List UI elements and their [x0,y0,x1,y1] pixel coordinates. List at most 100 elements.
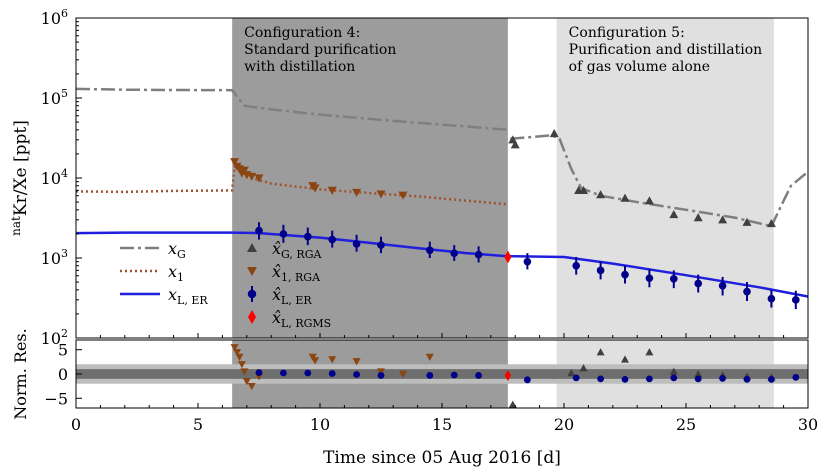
data-point-x_hat_G_RGA [669,209,679,219]
residual-point-res_G_RGA [596,348,605,356]
data-point-x_hat_1_RGA [310,184,320,193]
y-tick-label: −5 [44,389,68,408]
residual-point-res_L_ER [743,375,751,383]
y-tick-label: 104 [41,167,68,188]
legend-swatch-x_hat_G_RGA [247,243,257,252]
data-point-x_hat_1_RGA [327,186,337,195]
residual-point-res_1_RGA [235,353,244,361]
legend-swatch-x_hat_L_RGMS [248,310,256,324]
legend-label-x_G: xG [168,239,186,261]
x-tick-label: 10 [310,415,330,434]
legend-label-x_hat_L_RGMS: x̂L, RGMS [272,308,331,330]
y-tick-label: 0 [58,365,68,384]
data-point-x_hat_L_ER [767,294,776,303]
data-point-x_hat_L_ER [523,257,532,266]
residual-band [76,369,808,379]
region-label: of gas volume alone [569,59,710,75]
series-line-x_1 [76,165,509,206]
y-tick-label: 102 [41,327,68,348]
data-point-x_hat_L_ER [743,287,751,296]
legend-label-x_hat_G_RGA: x̂G, RGA [272,239,322,261]
data-point-x_hat_G_RGA [579,185,589,194]
data-point-x_hat_L_ER [279,230,288,238]
data-point-x_hat_L_ER [450,249,459,257]
data-point-x_hat_G_RGA [693,213,703,222]
series-line-x_G_c [770,170,808,227]
residual-point-res_L_ER [597,375,604,383]
region-label: Configuration 4: [244,25,360,41]
data-point-x_hat_L_ER [474,250,483,259]
data-point-x_hat_L_ER [572,261,581,270]
data-point-x_hat_L_ER [718,281,727,290]
bottom-plot-area [76,340,808,408]
residual-point-res_1_RGA [398,370,407,378]
residual-point-res_L_ER [328,370,336,377]
data-point-x_hat_1_RGA [239,166,249,175]
x-tick-label: 30 [798,415,818,434]
x-axis-label: Time since 05 Aug 2016 [d] [323,448,561,468]
data-point-x_hat_L_RGMS [504,250,512,264]
residual-point-res_1_RGA [328,356,337,364]
x-tick-label: 20 [554,415,574,434]
data-point-x_hat_G_RGA [510,140,520,149]
data-point-x_hat_G_RGA [620,193,630,202]
top-plot-area [76,18,808,338]
residual-point-res_L_ER [719,374,726,382]
data-point-x_hat_G_RGA [766,218,776,228]
series-line-x_L_ER [76,231,808,298]
residual-point-res_L_ER [426,372,434,379]
legend-label-x_hat_1_RGA: x̂1, RGA [272,262,321,284]
y-tick-label: 103 [41,247,68,268]
x-tick-label: 5 [193,415,203,434]
residual-point-res_1_RGA [425,353,434,361]
x-tick-label: 0 [71,415,81,434]
residual-point-res_L_ER [475,372,482,379]
data-point-x_hat_L_ER [694,279,703,288]
data-point-x_hat_G_RGA [644,196,654,205]
residual-point-res_L_ER [694,375,702,383]
residual-point-res_1_RGA [247,382,256,391]
y-axis-label-top: natKr/Xe [ppt] [9,120,31,236]
residual-point-res_G_RGA [621,355,629,363]
residual-point-res_L_ER [646,375,653,383]
x-tick-label: 15 [432,415,452,434]
y-axis-label-bottom: Norm. Res. [11,328,30,419]
residual-point-res_L_ER [792,374,800,381]
y-tick-label: 5 [58,341,68,360]
legend-label-x_1: x1 [168,262,184,284]
y-tick-label: 106 [41,7,68,28]
residual-point-res_1_RGA [233,348,242,357]
data-point-x_hat_1_RGA [254,174,264,183]
config-region [232,18,508,338]
residual-point-res_L_RGMS [504,369,512,382]
data-point-x_hat_L_ER [303,232,312,241]
data-point-x_hat_L_ER [377,241,385,249]
residual-point-res_L_ER [768,375,775,383]
data-point-x_hat_1_RGA [376,190,386,199]
data-point-x_hat_G_RGA [718,215,728,224]
residual-point-res_G_RGA [567,369,576,377]
region-label: Configuration 5: [569,25,685,41]
data-point-x_hat_L_ER [621,270,629,279]
data-point-x_hat_L_ER [791,296,800,304]
region-label: with distillation [244,59,355,75]
data-point-x_hat_L_ER [255,226,263,235]
region-label: Purification and distillation [569,42,762,58]
residual-point-res_L_ER [572,374,580,382]
data-point-x_hat_1_RGA [352,188,362,197]
residual-point-res_1_RGA [352,358,361,366]
data-point-x_hat_1_RGA [247,172,257,181]
residual-point-res_L_ER [524,376,531,384]
residual-point-res_1_RGA [311,357,320,365]
residual-point-res_1_RGA [230,344,239,352]
x-tick-label: 25 [676,415,696,434]
data-point-x_hat_1_RGA [230,158,240,167]
legend-label-x_hat_L_ER: x̂L, ER [272,285,312,307]
residual-point-res_L_ER [621,375,629,383]
data-point-x_hat_L_ER [669,274,678,283]
data-point-x_hat_L_ER [425,246,434,255]
residual-point-res_1_RGA [242,378,251,386]
legend-label-x_L_ER: xL, ER [168,285,208,307]
residual-point-res_L_ER [304,369,312,377]
